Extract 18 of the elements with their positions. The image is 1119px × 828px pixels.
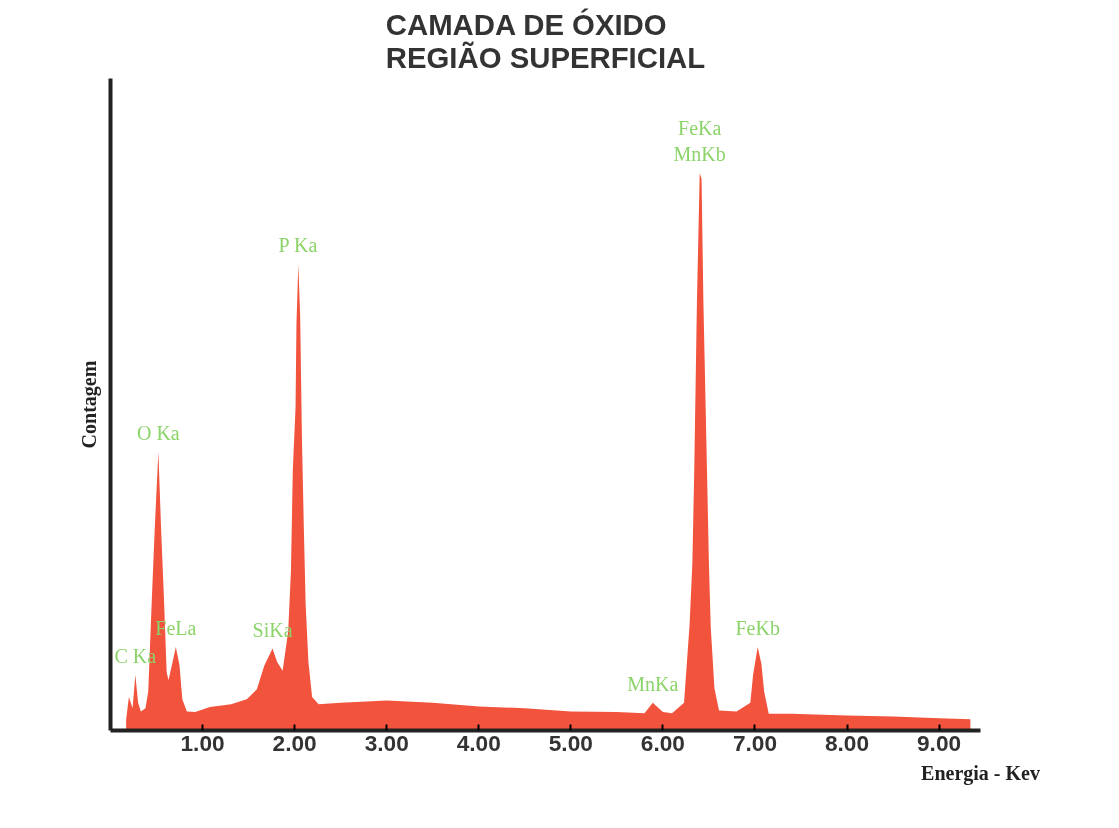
x-tick-label: 7.00 [732, 729, 778, 756]
x-tick-label: 2.00 [272, 729, 317, 756]
annotation: P Ka [278, 234, 318, 257]
x-tick-label: 6.00 [640, 729, 685, 756]
annotation: MnKa [627, 672, 679, 695]
x-tick-label: 3.00 [364, 729, 409, 756]
annotation: O Ka [136, 421, 180, 444]
chart-title: CAMADA DE ÓXIDO REGIÃO SUPERFICIAL [385, 7, 706, 74]
annotation: FeKb [735, 616, 780, 639]
x-tick-label: 1.00 [180, 729, 225, 756]
x-tick-label: 4.00 [456, 729, 501, 756]
x-axis-title: Energia - Kev [921, 761, 1040, 785]
x-tick-label: 8.00 [824, 729, 870, 756]
x-tick-label: 9.00 [917, 729, 962, 756]
y-axis-title: Contagem [77, 360, 101, 449]
annotation: FeKa [678, 117, 722, 140]
annotation: MnKb [673, 143, 726, 166]
x-tick-label: 5.00 [548, 729, 593, 756]
